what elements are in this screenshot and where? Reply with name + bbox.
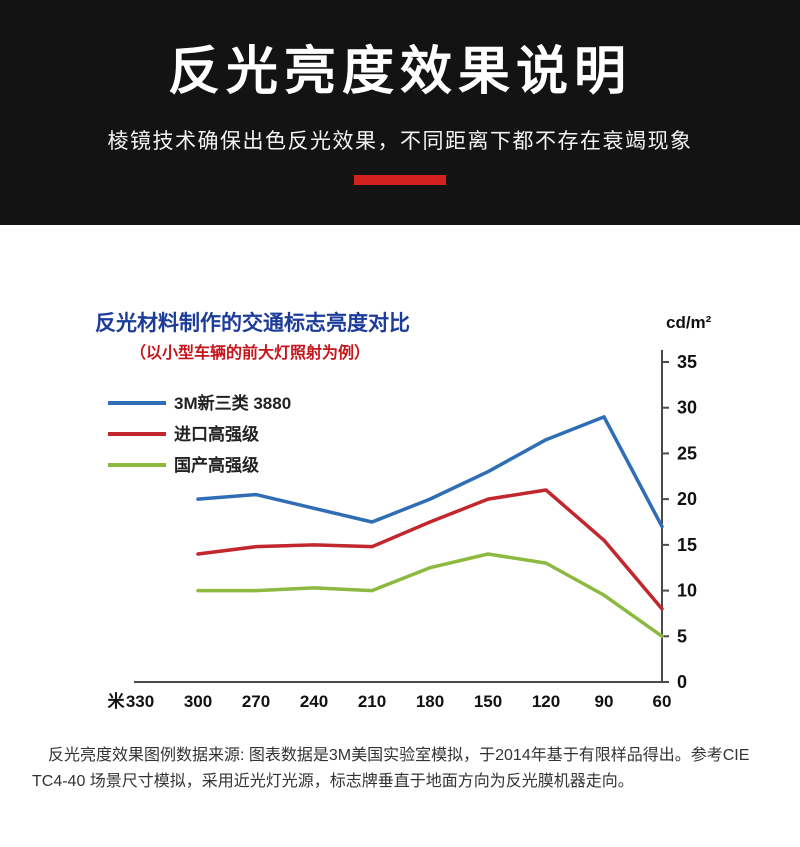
- x-tick-label: 150: [474, 692, 502, 711]
- x-tick-label: 120: [532, 692, 560, 711]
- chart-title: 反光材料制作的交通标志亮度对比: [95, 312, 410, 335]
- accent-bar: [354, 175, 446, 186]
- page-title: 反光亮度效果说明: [167, 43, 632, 101]
- x-tick-label: 270: [242, 692, 270, 711]
- header-banner: 反光亮度效果说明 棱镜技术确保出色反光效果，不同距离下都不存在衰竭现象: [0, 0, 800, 225]
- chart-section: 反光材料制作的交通标志亮度对比 （以小型车辆的前大灯照射为例） cd/m² 0 5…: [0, 297, 800, 727]
- y-tick-label: 15: [677, 535, 697, 555]
- x-tick-label: 210: [358, 692, 386, 711]
- legend-label: 进口高强级: [174, 424, 259, 444]
- x-tick-label: 300: [184, 692, 212, 711]
- y-tick-label: 35: [677, 352, 697, 372]
- y-axis-unit-label: cd/m²: [666, 313, 712, 332]
- legend-label: 国产高强级: [174, 455, 259, 475]
- x-axis-unit-label: 米: [108, 691, 126, 711]
- line-chart: 0 5 10 15 20 25 30 35 米 330 300 270 240 210 180 150 120 9…: [108, 350, 697, 711]
- legend-label: 3M新三类 3880: [174, 393, 291, 413]
- series-line-1: [196, 488, 664, 611]
- x-tick-label: 90: [595, 692, 614, 711]
- x-tick-label: 240: [300, 692, 328, 711]
- y-tick-label: 20: [677, 489, 697, 509]
- page-subtitle: 棱镜技术确保出色反光效果，不同距离下都不存在衰竭现象: [107, 130, 693, 154]
- y-tick-label: 5: [677, 626, 687, 646]
- y-tick-label: 30: [677, 398, 697, 418]
- x-tick-label: 60: [653, 692, 672, 711]
- series-line-0: [196, 415, 664, 529]
- y-tick-label: 10: [677, 581, 697, 601]
- chart-subtitle: （以小型车辆的前大灯照射为例）: [130, 345, 371, 362]
- y-tick-label: 0: [677, 672, 687, 692]
- source-caption: 反光亮度效果图例数据来源: 图表数据是3M美国实验室模拟，于2014年基于有限样…: [32, 747, 750, 791]
- y-tick-label: 25: [677, 443, 697, 463]
- x-tick-label: 180: [416, 692, 444, 711]
- x-tick-label: 330: [126, 692, 154, 711]
- series-line-2: [196, 552, 664, 639]
